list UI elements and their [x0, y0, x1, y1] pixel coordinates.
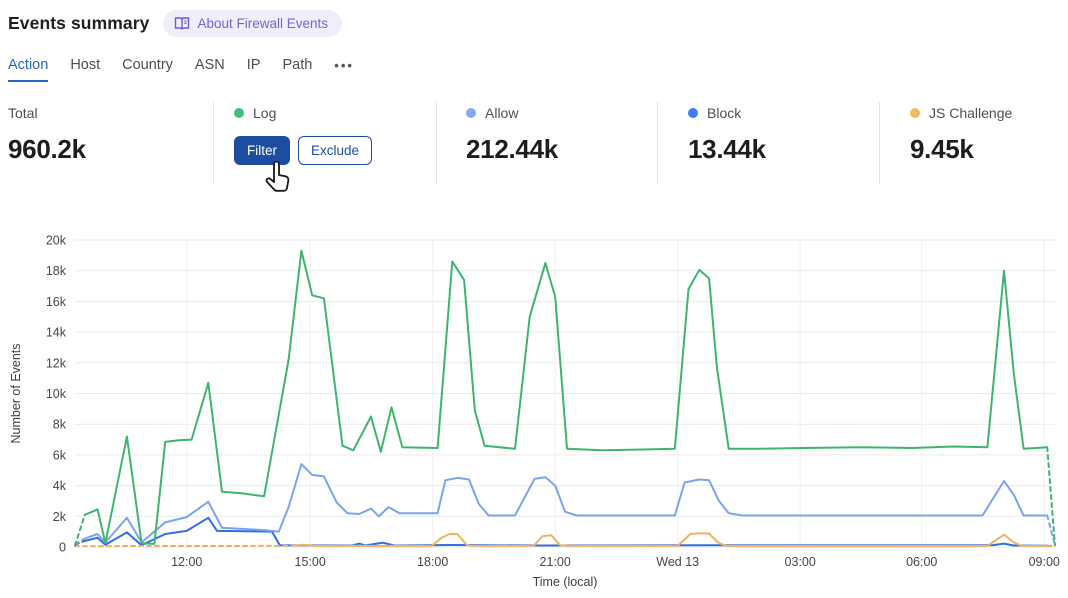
allow-series-dot	[466, 108, 476, 118]
page-title: Events summary	[8, 13, 150, 33]
stat-divider	[213, 102, 214, 184]
svg-text:18k: 18k	[46, 264, 67, 278]
header: Events summary About Firewall Events	[8, 10, 343, 37]
svg-text:21:00: 21:00	[540, 555, 571, 569]
log-series-dot	[234, 108, 244, 118]
svg-text:6k: 6k	[53, 448, 67, 462]
exclude-button[interactable]: Exclude	[298, 136, 373, 165]
block-series-dot	[688, 108, 698, 118]
stat-total-value: 960.2k	[8, 134, 86, 164]
stat-block-label: Block	[707, 105, 742, 121]
stat-divider	[657, 102, 658, 184]
svg-text:12k: 12k	[46, 356, 67, 370]
svg-text:4k: 4k	[53, 479, 67, 493]
svg-text:8k: 8k	[53, 418, 67, 432]
svg-text:09:00: 09:00	[1029, 555, 1060, 569]
filter-button[interactable]: Filter	[234, 136, 290, 165]
svg-text:20k: 20k	[46, 234, 67, 248]
svg-text:15:00: 15:00	[295, 555, 326, 569]
stat-allow-label: Allow	[485, 105, 519, 121]
stat-log[interactable]: Log Filter Exclude	[234, 103, 373, 165]
tab-host[interactable]: Host	[70, 57, 101, 73]
stats-row: Total 960.2k Log Filter Exclude Allow 21…	[0, 100, 1068, 188]
stat-js-challenge-value: 9.45k	[910, 134, 974, 164]
tab-country[interactable]: Country	[122, 57, 173, 73]
tab-path[interactable]: Path	[282, 57, 313, 73]
tabs-overflow-ellipsis-icon[interactable]: •••	[334, 58, 354, 73]
svg-text:2k: 2k	[53, 510, 67, 524]
svg-text:Wed 13: Wed 13	[656, 555, 699, 569]
stat-total: Total 960.2k	[8, 103, 86, 165]
svg-text:10k: 10k	[46, 387, 67, 401]
svg-text:Number of Events: Number of Events	[9, 343, 23, 443]
tab-ip[interactable]: IP	[246, 57, 261, 73]
stat-allow[interactable]: Allow 212.44k	[466, 103, 558, 165]
svg-text:0: 0	[59, 541, 66, 555]
stat-divider	[436, 102, 437, 184]
svg-text:18:00: 18:00	[417, 555, 448, 569]
chart-canvas[interactable]: 0 2k 4k 6k 8k 10k 12k 14k 16k 18k 20k 12:00 15:00 18:…	[0, 228, 1068, 598]
stat-js-challenge-label: JS Challenge	[929, 105, 1013, 121]
tab-asn[interactable]: ASN	[194, 57, 225, 73]
svg-text:Time (local): Time (local)	[533, 575, 598, 589]
tab-action[interactable]: Action	[8, 57, 49, 82]
stat-js-challenge[interactable]: JS Challenge 9.45k	[910, 103, 1012, 165]
svg-text:03:00: 03:00	[785, 555, 816, 569]
js-challenge-series-dot	[910, 108, 920, 118]
stat-log-label: Log	[253, 105, 277, 121]
stat-allow-value: 212.44k	[466, 134, 558, 164]
svg-text:14k: 14k	[46, 326, 67, 340]
book-icon	[175, 17, 190, 30]
svg-text:12:00: 12:00	[171, 555, 202, 569]
stat-block[interactable]: Block 13.44k	[688, 103, 766, 165]
stat-block-value: 13.44k	[688, 134, 766, 164]
stat-total-label: Total	[8, 105, 38, 121]
tab-bar: Action Host Country ASN IP Path •••	[8, 57, 354, 82]
events-time-series-chart[interactable]: 0 2k 4k 6k 8k 10k 12k 14k 16k 18k 20k 12:00 15:00 18:…	[0, 228, 1068, 598]
svg-text:06:00: 06:00	[906, 555, 937, 569]
about-firewall-events-badge[interactable]: About Firewall Events	[163, 10, 343, 37]
stat-divider	[879, 102, 880, 184]
about-badge-label: About Firewall Events	[197, 16, 329, 31]
svg-text:16k: 16k	[46, 295, 67, 309]
